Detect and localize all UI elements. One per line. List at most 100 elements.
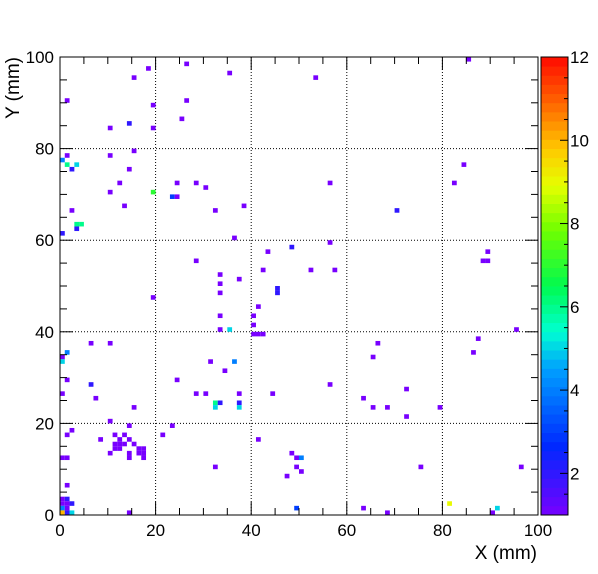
colorbar-swatch [541, 240, 568, 250]
heatmap-cell [217, 281, 223, 286]
heatmap-cell [112, 432, 118, 438]
heatmap-cell [385, 510, 390, 515]
x-tick-label: 0 [55, 521, 64, 540]
heatmap-cell [74, 162, 80, 167]
heatmap-cell [64, 482, 70, 488]
heatmap-cell [141, 446, 147, 451]
colorbar-swatch [541, 130, 568, 140]
colorbar-swatch [541, 276, 568, 287]
heatmap-cell [107, 340, 113, 346]
colorbar-swatch [541, 258, 568, 269]
colorbar-swatch [541, 487, 568, 498]
heatmap-cell [294, 505, 299, 511]
axes: 0 20 40 60 80 100 0 20 40 60 80 100 [26, 48, 553, 540]
colorbar-swatch [541, 176, 568, 186]
heatmap-cell [212, 405, 218, 410]
heatmap-cell [150, 102, 156, 108]
colorbar-swatch [541, 267, 568, 278]
colorbar-swatch [541, 84, 568, 95]
y-tick-label: 20 [35, 414, 54, 433]
colorbar-swatch [541, 450, 568, 461]
colorbar-swatch [541, 93, 568, 104]
heatmap-cell [466, 57, 472, 62]
heatmap-cell [313, 75, 319, 80]
heatmap-cell [69, 501, 75, 506]
heatmap-cell [179, 116, 185, 122]
heatmap-cell [299, 469, 304, 474]
heatmap-cell [404, 386, 409, 392]
heatmap-cell [64, 455, 70, 461]
heatmap-cell [169, 194, 175, 199]
heatmap-cell [385, 405, 390, 410]
heatmap-cell [255, 437, 261, 442]
heatmap-cell [107, 153, 113, 158]
colorbar-swatch [541, 166, 568, 177]
y-tick-label: 60 [35, 231, 54, 250]
heatmap-cell [112, 446, 118, 451]
heatmap-cell [88, 382, 94, 387]
heatmap-cell [64, 350, 70, 355]
heatmap-cell [217, 400, 223, 406]
heatmap-cell [251, 331, 256, 337]
colorbar-swatch [541, 295, 568, 305]
heatmap-cell [251, 322, 256, 328]
heatmap-cell [232, 235, 237, 241]
colorbar: 2 4 6 8 10 12 [540, 48, 589, 516]
y-tick-label: 100 [26, 48, 54, 67]
heatmap-cell [131, 405, 137, 410]
colorbar-swatch [541, 340, 568, 351]
heatmap-cell [217, 313, 223, 319]
heatmap-cell [265, 249, 271, 254]
y-tick-label: 40 [35, 323, 54, 342]
heatmap-cell [485, 249, 491, 254]
heatmap-cell [64, 153, 70, 158]
heatmap-cell [327, 240, 333, 245]
heatmap-cell [150, 125, 156, 131]
colorbar-swatch [541, 304, 568, 314]
colorbar-swatch [541, 286, 568, 296]
heatmap-cell [136, 450, 142, 456]
colorbar-tick-label: 6 [570, 298, 579, 317]
heatmap-cell [69, 208, 75, 213]
heatmap-cell [437, 405, 443, 410]
heatmap-cell [327, 382, 333, 387]
heatmap-cell [141, 450, 147, 456]
heatmap-cell [394, 208, 400, 213]
heatmap-cell [131, 75, 137, 80]
colorbar-swatch [541, 249, 568, 259]
colorbar-tick-label: 4 [570, 381, 579, 400]
heatmap-cell [327, 180, 333, 186]
heatmap-cell [74, 226, 80, 232]
heatmap-cell [146, 66, 151, 71]
heatmap-cell [117, 180, 123, 186]
colorbar-swatch [541, 75, 568, 85]
heatmap-cell [255, 304, 261, 309]
heatmap-cell [485, 258, 491, 264]
heatmap-cell [289, 244, 295, 250]
heatmap-cell [150, 295, 156, 300]
heatmap-cell [447, 501, 452, 506]
heatmap-cell [494, 505, 500, 511]
heatmap-cell [217, 327, 223, 332]
heatmap-cell [275, 290, 280, 296]
heatmap-cell [150, 189, 156, 195]
heatmap-cell [361, 395, 366, 401]
heatmap-cell [236, 276, 242, 282]
heatmap-cell [60, 391, 65, 396]
heatmap-cell [260, 267, 266, 273]
heatmap-cell [126, 166, 132, 172]
colorbar-swatch [541, 331, 568, 342]
colorbar-swatch [541, 313, 568, 324]
heatmap-cell [518, 464, 524, 470]
colorbar-swatch [541, 405, 568, 415]
heatmap-cell [241, 203, 247, 209]
colorbar-swatch [541, 423, 568, 433]
heatmap-cell [236, 405, 242, 410]
colorbar-swatch [541, 212, 568, 223]
heatmap-cell [480, 258, 486, 264]
heatmap-cell [208, 359, 213, 364]
heatmap-cell [64, 505, 70, 511]
heatmap-cell [174, 194, 180, 199]
heatmap-cell [98, 437, 104, 442]
